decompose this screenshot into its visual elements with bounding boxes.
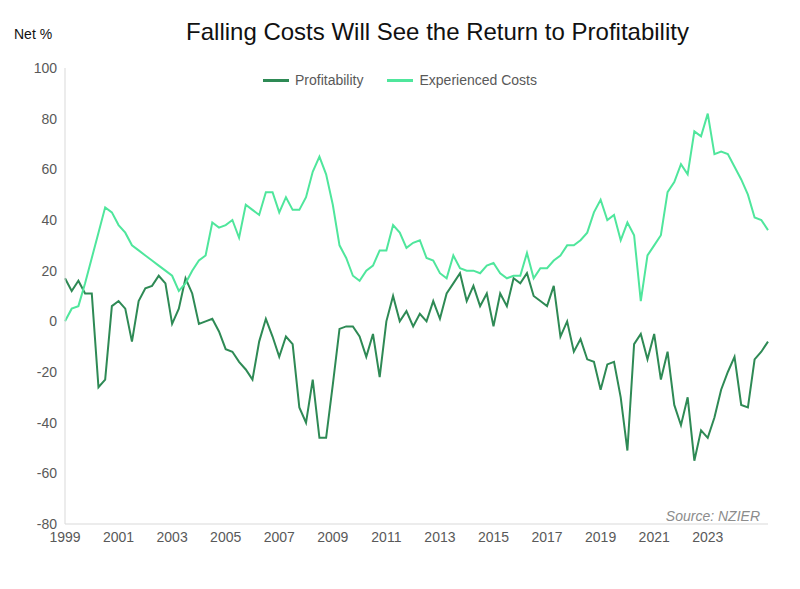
svg-text:80: 80 [41, 111, 57, 127]
svg-text:1999: 1999 [49, 528, 81, 545]
html-text:Falling Costs Will See the Ret: Falling Costs Will See the Return to Pro… [186, 18, 689, 45]
svg-text:2011: 2011 [371, 529, 401, 545]
svg-text:2019: 2019 [585, 529, 616, 545]
svg-text:-20: -20 [37, 364, 57, 380]
svg-text:2007: 2007 [264, 529, 295, 545]
html-text:Experienced Costs: Experienced Costs [419, 72, 537, 88]
html-text:Source: NZIER: Source: NZIER [665, 508, 760, 524]
svg-text:2001: 2001 [103, 529, 134, 545]
svg-text:-80: -80 [37, 516, 57, 532]
svg-text:100: 100 [34, 60, 58, 76]
svg-text:2021: 2021 [639, 529, 670, 545]
svg-text:0: 0 [49, 313, 57, 329]
html-text:Net %: Net % [14, 26, 53, 42]
svg-text:2009: 2009 [317, 529, 348, 545]
svg-text:2005: 2005 [210, 529, 241, 545]
svg-text:2017: 2017 [531, 529, 562, 545]
svg-text:20: 20 [41, 263, 57, 279]
svg-text:2013: 2013 [424, 529, 455, 545]
svg-text:2023: 2023 [692, 529, 723, 545]
svg-text:-40: -40 [37, 415, 57, 431]
svg-text:-60: -60 [37, 465, 57, 481]
svg-text:40: 40 [41, 212, 57, 228]
svg-text:2015: 2015 [478, 529, 509, 545]
svg-text:60: 60 [41, 161, 57, 177]
html-text:Profitability: Profitability [295, 72, 364, 88]
svg-text:2003: 2003 [157, 529, 188, 545]
